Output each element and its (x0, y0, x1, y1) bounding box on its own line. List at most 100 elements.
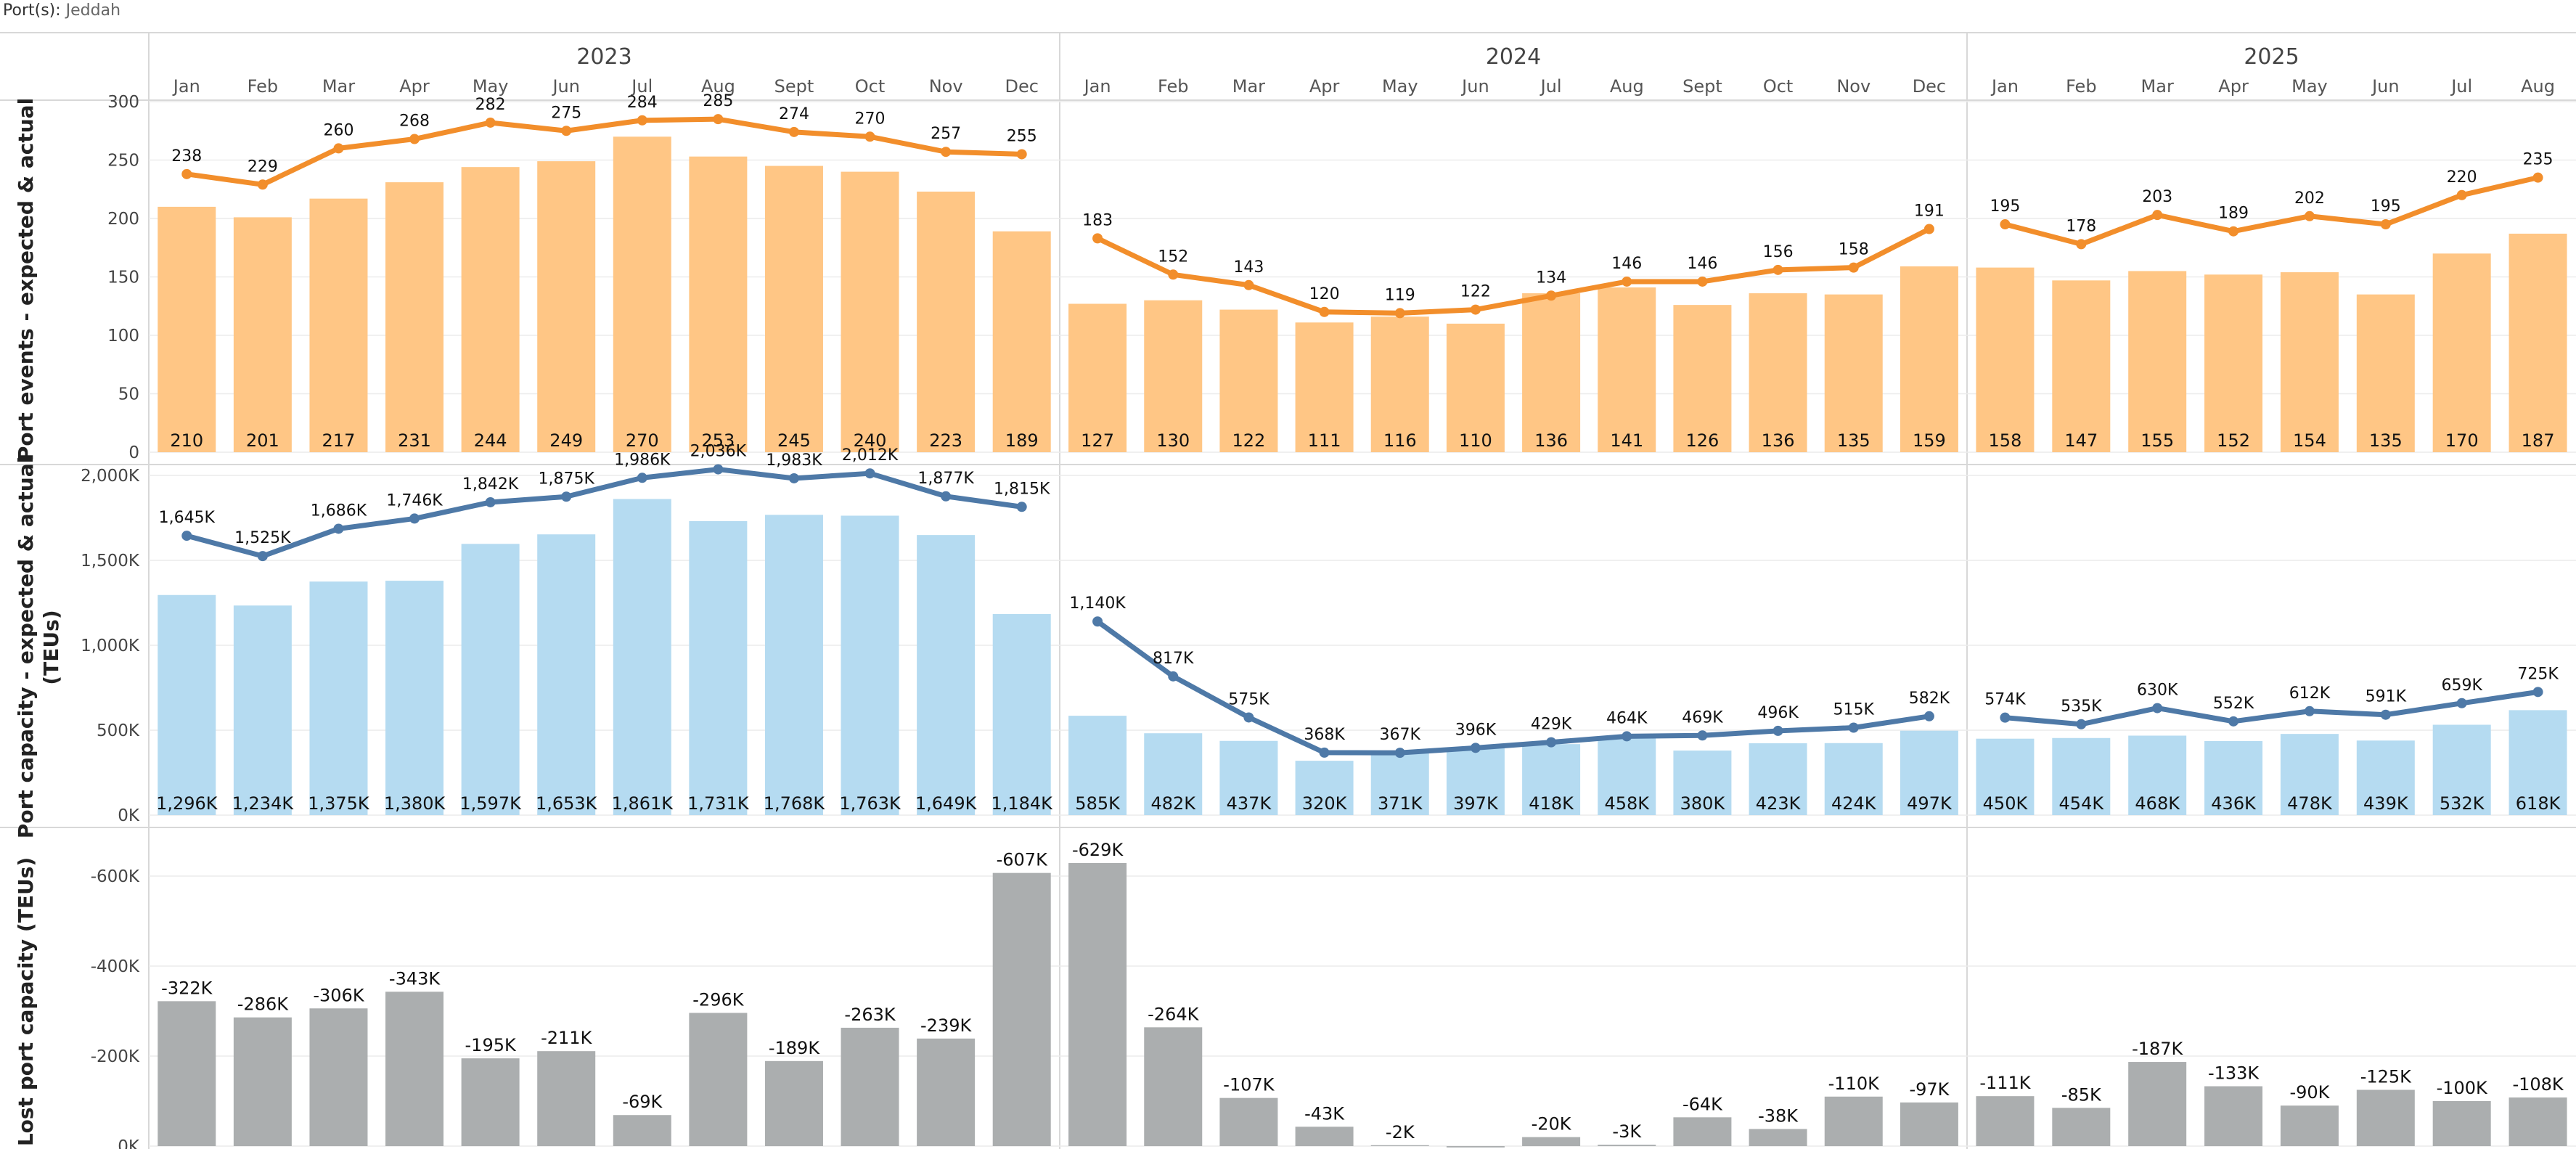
expected-capacity-point (2304, 706, 2315, 716)
lost-capacity-label: -343K (389, 968, 441, 989)
expected-capacity-point (409, 513, 420, 524)
events-bar (537, 161, 596, 453)
expected-events-line (2004, 175, 2539, 247)
month-label: Mar (322, 76, 355, 97)
events-bar (917, 191, 976, 452)
expected-events-label: 183 (1082, 211, 1113, 229)
lost-capacity-label: -69K (622, 1092, 663, 1112)
y-tick-label: 0 (128, 443, 139, 462)
capacity-bar (1900, 730, 1958, 815)
y-tick-label: 0K (118, 806, 140, 825)
expected-events-label: 260 (323, 121, 353, 139)
events-bar-label: 141 (1610, 430, 1643, 451)
month-label: Feb (248, 76, 279, 97)
events-bar (689, 156, 748, 453)
capacity-bar-label: 458K (1604, 793, 1650, 814)
expected-events-point (1848, 262, 1859, 273)
lost-capacity-bar (2128, 1062, 2187, 1146)
capacity-bar-label: 1,653K (536, 793, 598, 814)
capacity-bar (764, 515, 823, 815)
expected-events-label: 178 (2066, 217, 2096, 235)
expected-capacity-label: 2,036K (690, 443, 747, 461)
expected-capacity-point (2380, 709, 2391, 720)
expected-capacity-point (1470, 743, 1481, 753)
capacity-bar (917, 535, 976, 815)
expected-capacity-point (1168, 671, 1179, 682)
events-bar-label: 187 (2522, 430, 2555, 451)
events-bar-label: 253 (701, 430, 735, 451)
capacity-bar (992, 613, 1051, 815)
month-label: Aug (1610, 76, 1644, 97)
month-label: Jul (1540, 76, 1562, 97)
events-bar (841, 171, 899, 452)
year-label: 2025 (2244, 44, 2299, 70)
expected-capacity-label: 591K (2366, 688, 2407, 706)
capacity-bar-label: 1,234K (232, 793, 295, 814)
expected-capacity-line (2005, 689, 2539, 727)
expected-capacity-point (637, 473, 647, 483)
y-tick-label: 300 (107, 93, 139, 112)
expected-events-point (1168, 269, 1179, 280)
expected-events-label: 158 (1839, 241, 1869, 259)
expected-events-label: 146 (1611, 255, 1642, 273)
expected-capacity-label: 575K (1228, 690, 1269, 708)
expected-events-label: 238 (171, 147, 202, 165)
capacity-bar-label: 1,597K (459, 793, 522, 814)
lost-capacity-label: -100K (2437, 1078, 2488, 1098)
expected-events-point (333, 143, 344, 154)
lost-capacity-bar (537, 1051, 596, 1146)
expected-events-point (1772, 264, 1783, 275)
expected-events-label: 275 (551, 104, 581, 122)
capacity-bar (1144, 733, 1203, 815)
filter-label[interactable]: Port(s): Jeddah (3, 1, 120, 20)
lost-capacity-bar (764, 1060, 823, 1146)
lost-capacity-label: -264K (1148, 1004, 1199, 1024)
lost-capacity-bar (1673, 1117, 1732, 1146)
y-tick-label: 50 (118, 385, 139, 404)
capacity-bar-label: 371K (1378, 793, 1423, 814)
lost-capacity-label: -2K (1386, 1122, 1415, 1142)
events-bar-label: 240 (854, 430, 887, 451)
capacity-bar-label: 1,375K (308, 793, 370, 814)
expected-capacity-line (1096, 619, 1930, 756)
month-label: Dec (1005, 76, 1038, 97)
events-bar-label: 111 (1308, 430, 1341, 451)
capacity-bar-label: 439K (2363, 793, 2409, 814)
capacity-bar (2280, 734, 2339, 815)
expected-events-point (2000, 219, 2011, 230)
expected-events-point (1092, 233, 1103, 244)
capacity-bar (689, 520, 748, 815)
expected-events-point (713, 114, 724, 125)
expected-capacity-point (1772, 725, 1783, 736)
lost-capacity-label: -3K (1612, 1121, 1642, 1142)
capacity-bar (1370, 752, 1429, 815)
events-bar (233, 217, 292, 452)
expected-events-label: 255 (1007, 127, 1037, 145)
month-label: Jun (1460, 76, 1489, 97)
month-label: Aug (2521, 76, 2555, 97)
lost-capacity-bar (1068, 863, 1127, 1146)
expected-events-label: 229 (248, 158, 278, 176)
lost-capacity-bar (613, 1115, 671, 1146)
lost-capacity-bar (2204, 1086, 2263, 1146)
capacity-bar-label: 437K (1227, 793, 1272, 814)
expected-events-point (1016, 149, 1027, 160)
events-bar-label: 136 (1762, 430, 1795, 451)
lost-capacity-label: -322K (161, 978, 213, 998)
events-bar (1446, 323, 1505, 452)
expected-events-label: 235 (2523, 151, 2553, 169)
events-bar-label: 158 (1989, 430, 2022, 451)
events-bar (1522, 293, 1581, 452)
events-bar-label: 210 (170, 430, 203, 451)
lost-capacity-label: -187K (2132, 1039, 2183, 1059)
events-bar (1144, 300, 1203, 452)
events-bar (613, 136, 671, 453)
capacity-bar-label: 1,861K (612, 793, 674, 814)
month-label: Apr (1309, 76, 1340, 97)
y-tick-label: 250 (107, 152, 139, 171)
expected-events-point (2076, 239, 2087, 250)
lost-capacity-label: -90K (2289, 1082, 2330, 1103)
expected-events-point (864, 131, 875, 142)
capacity-bar-label: 618K (2516, 793, 2561, 814)
expected-capacity-point (1394, 748, 1405, 758)
